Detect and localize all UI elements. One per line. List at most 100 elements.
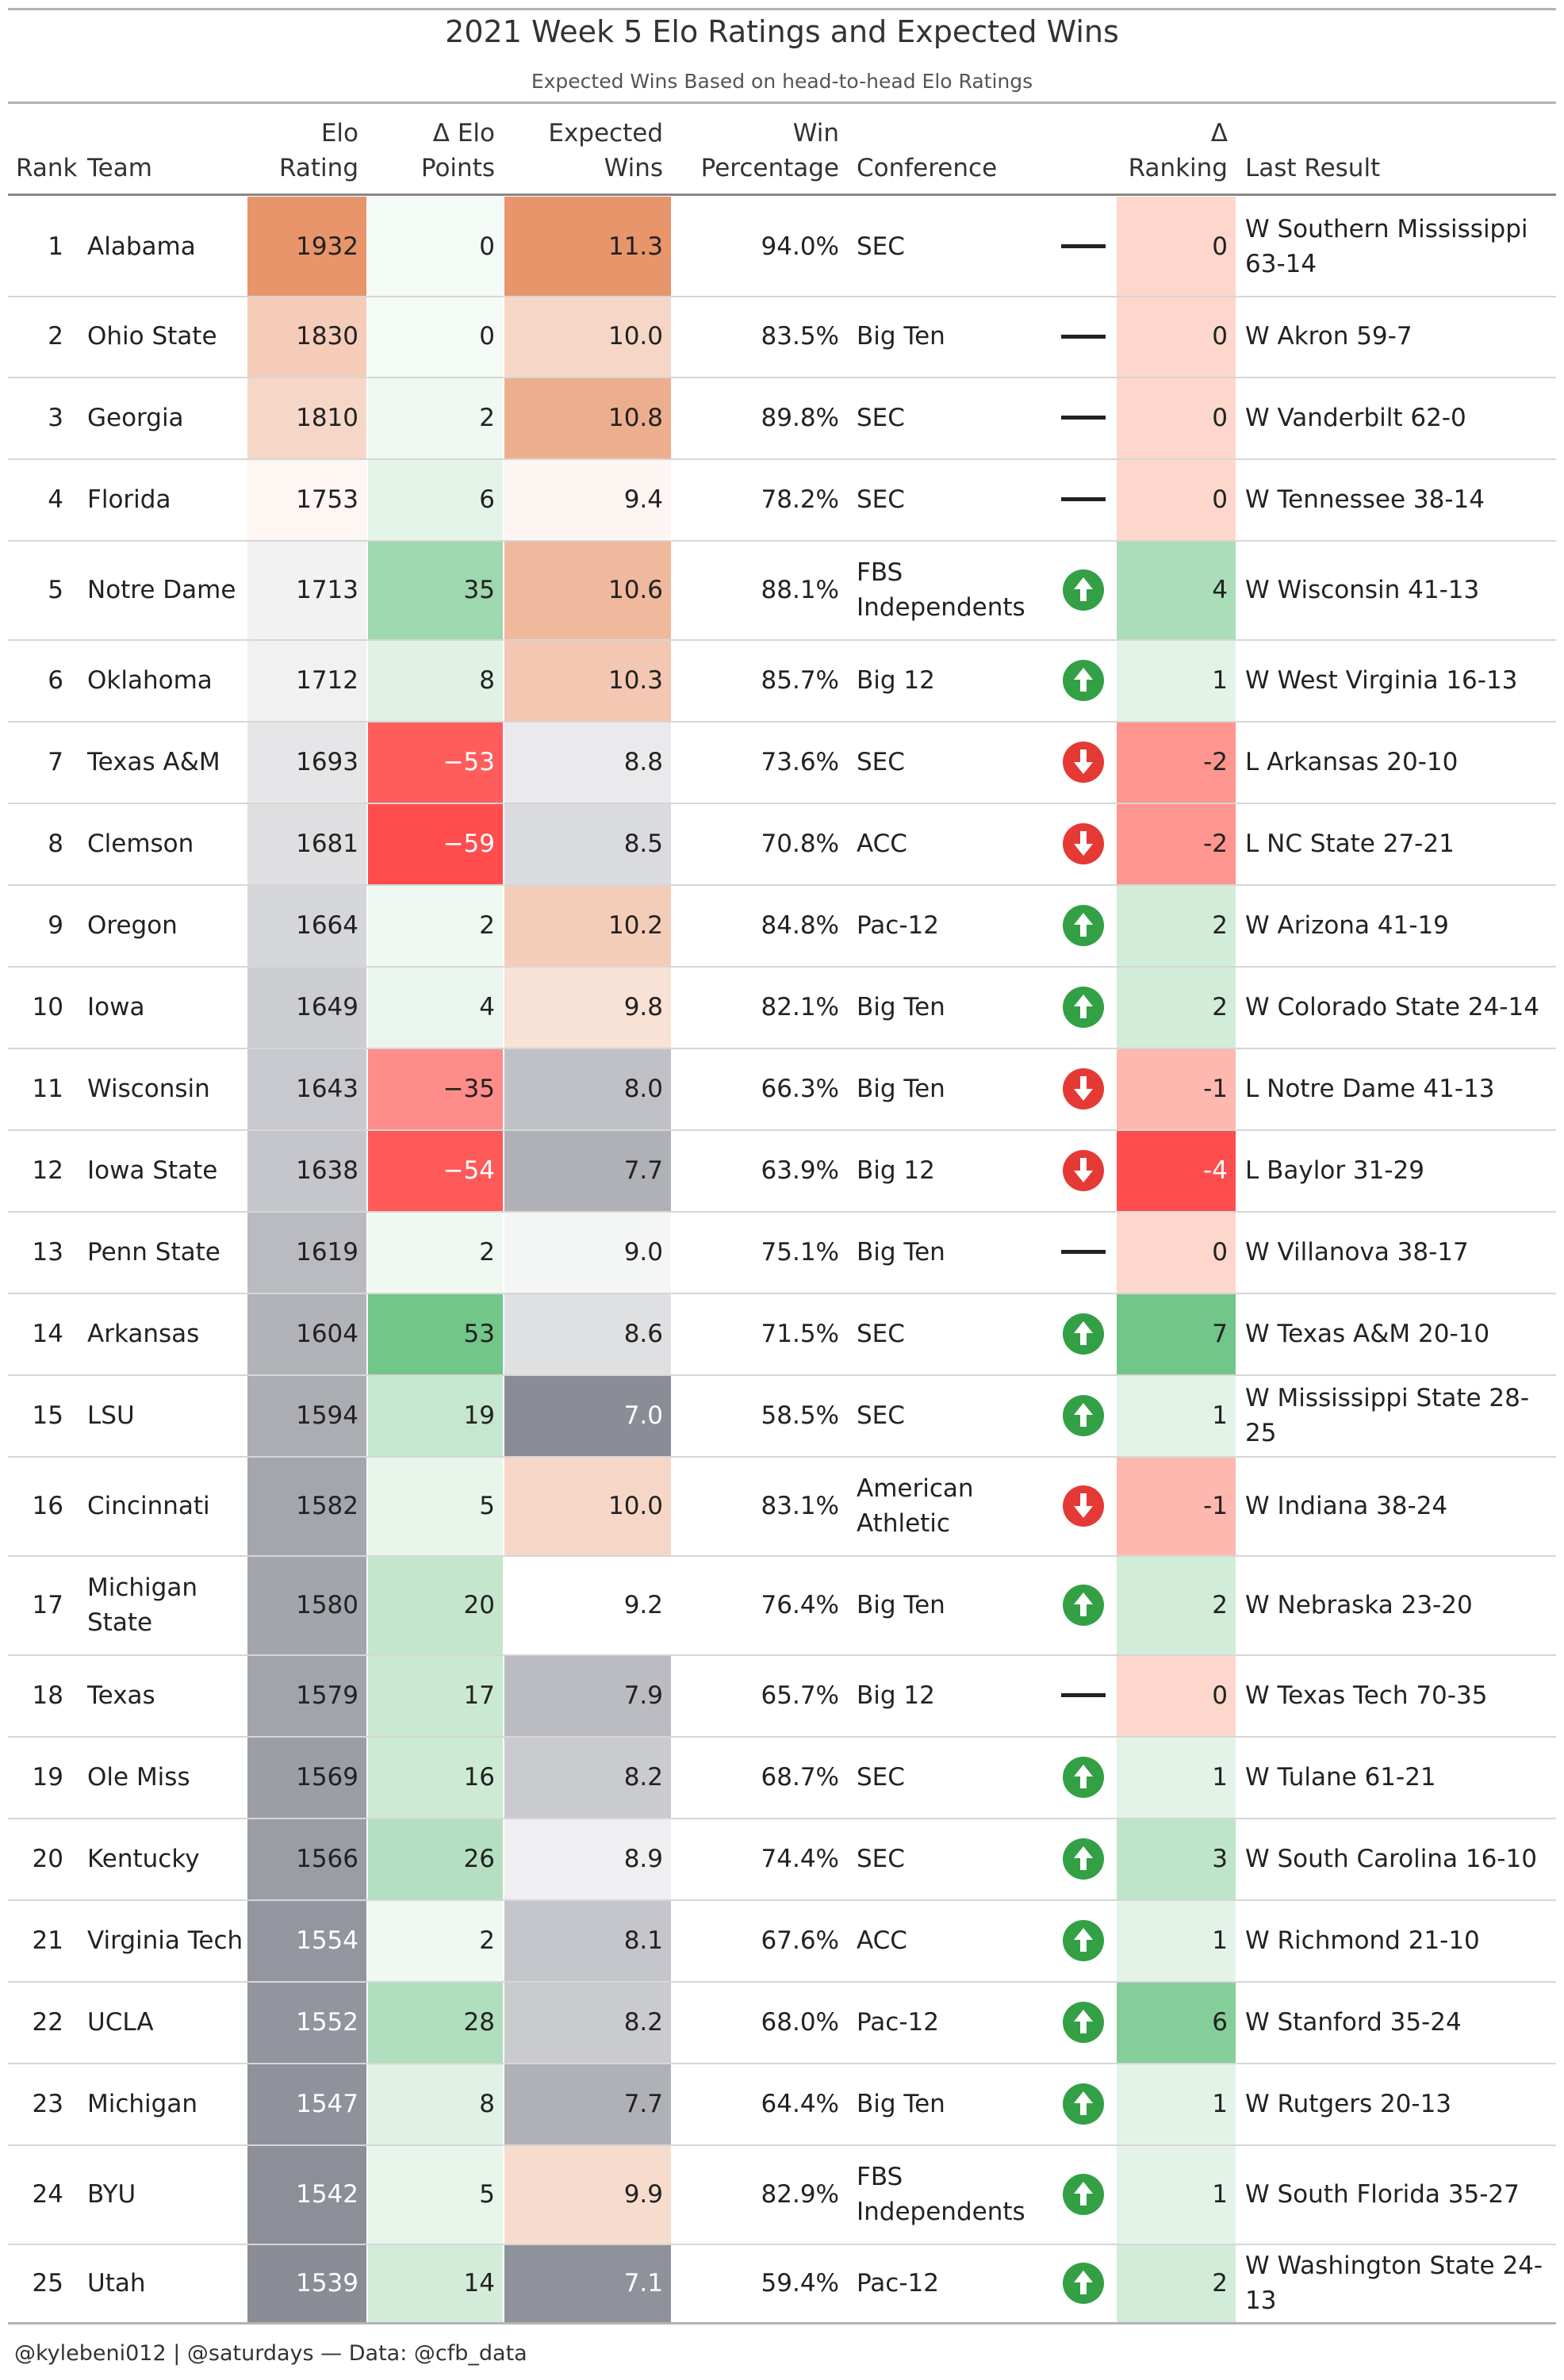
- arrow-up-icon: [1063, 1919, 1104, 1961]
- delta-ranking-value: 1: [1212, 2179, 1228, 2209]
- direction-cell: [1052, 197, 1115, 296]
- win-percentage-value: 70.8%: [761, 829, 839, 858]
- delta-elo-value: 2: [479, 1926, 495, 1955]
- win-percentage-cell: 63.9%: [673, 1129, 847, 1211]
- delta-elo-value: 53: [463, 1319, 495, 1348]
- last-result-text: W South Florida 35-27: [1245, 2179, 1520, 2209]
- team-cell: Georgia: [87, 377, 246, 458]
- expected-wins-value: 11.3: [608, 232, 663, 261]
- last-result-text: W Washington State 24-13: [1245, 2251, 1543, 2315]
- row-divider: [8, 1211, 1556, 1213]
- last-result-cell: W Texas Tech 70-35: [1245, 1654, 1562, 1736]
- delta-ranking-value: 0: [1212, 1681, 1228, 1710]
- elo-rating-cell: 1552: [247, 1981, 366, 2063]
- delta-elo-cell: 28: [368, 1981, 503, 2063]
- top-rule: [8, 8, 1556, 10]
- elo-rating-cell: 1712: [247, 639, 366, 721]
- row-divider: [8, 377, 1556, 378]
- direction-cell: [1052, 1048, 1115, 1129]
- expected-wins-value: 10.6: [608, 575, 663, 604]
- delta-ranking-cell: 1: [1117, 2144, 1236, 2244]
- delta-ranking-cell: 2: [1117, 966, 1236, 1048]
- table-row: 12 Iowa State 1638 −54 7.7 63.9% Big 12 -4 L Bay…: [0, 1129, 1564, 1211]
- row-divider: [8, 884, 1556, 886]
- elo-rating-value: 1554: [296, 1926, 358, 1955]
- conference-cell: SEC: [857, 1293, 1055, 1374]
- footer-credits: @kylebeni012 | @saturdays — Data: @cfb_d…: [14, 2341, 527, 2366]
- conference-cell: Pac-12: [857, 2244, 1055, 2322]
- win-percentage-cell: 78.2%: [673, 458, 847, 540]
- win-percentage-value: 63.9%: [761, 1156, 839, 1185]
- expected-wins-cell: 10.8: [504, 377, 671, 458]
- last-result-cell: W Arizona 41-19: [1245, 884, 1562, 966]
- win-percentage-cell: 64.4%: [673, 2063, 847, 2144]
- delta-ranking-value: 0: [1212, 485, 1228, 514]
- elo-rating-value: 1547: [296, 2089, 358, 2118]
- dash-icon: [1061, 244, 1106, 248]
- delta-elo-cell: 19: [368, 1374, 503, 1456]
- last-result-cell: W South Florida 35-27: [1245, 2144, 1562, 2244]
- rank-value: 4: [48, 485, 63, 514]
- conference-name: Pac-12: [857, 2007, 939, 2037]
- elo-rating-value: 1582: [296, 1491, 358, 1520]
- rank-cell: 9: [8, 884, 71, 966]
- conference-name: Big 12: [857, 1156, 935, 1185]
- delta-ranking-cell: -4: [1117, 1129, 1236, 1211]
- rank-value: 12: [32, 1156, 63, 1185]
- conference-name: Big Ten: [857, 1074, 945, 1103]
- rank-cell: 10: [8, 966, 71, 1048]
- elo-rating-cell: 1932: [247, 197, 366, 296]
- rank-cell: 13: [8, 1211, 71, 1293]
- last-result-cell: W Washington State 24-13: [1245, 2244, 1562, 2322]
- win-percentage-value: 75.1%: [761, 1237, 839, 1267]
- elo-rating-cell: 1542: [247, 2144, 366, 2244]
- team-name: BYU: [87, 2179, 136, 2209]
- elo-rating-value: 1542: [296, 2179, 358, 2209]
- expected-wins-value: 10.2: [608, 910, 663, 940]
- delta-ranking-cell: 3: [1117, 1818, 1236, 1899]
- rank-cell: 6: [8, 639, 71, 721]
- delta-ranking-value: 0: [1212, 322, 1228, 351]
- table-row: 11 Wisconsin 1643 −35 8.0 66.3% Big Ten -1 L Not…: [0, 1048, 1564, 1129]
- delta-ranking-value: 7: [1212, 1319, 1228, 1348]
- elo-rating-cell: 1547: [247, 2063, 366, 2144]
- row-divider: [8, 1654, 1556, 1656]
- last-result-cell: W Rutgers 20-13: [1245, 2063, 1562, 2144]
- expected-wins-value: 9.2: [623, 1590, 663, 1619]
- elo-rating-cell: 1664: [247, 884, 366, 966]
- delta-ranking-cell: 1: [1117, 1736, 1236, 1818]
- rank-value: 5: [48, 575, 63, 604]
- elo-rating-value: 1539: [296, 2268, 358, 2298]
- row-divider: [8, 1818, 1556, 1819]
- elo-rating-value: 1830: [296, 322, 358, 351]
- team-cell: Virginia Tech: [87, 1899, 246, 1981]
- team-name: Arkansas: [87, 1319, 200, 1348]
- elo-rating-cell: 1643: [247, 1048, 366, 1129]
- last-result-text: W Indiana 38-24: [1245, 1491, 1448, 1520]
- conference-cell: FBS Independents: [857, 540, 1055, 639]
- rank-value: 6: [48, 665, 63, 695]
- last-result-text: L Baylor 31-29: [1245, 1156, 1424, 1185]
- delta-ranking-value: -1: [1203, 1491, 1228, 1520]
- team-name: Florida: [87, 485, 171, 514]
- team-cell: Utah: [87, 2244, 246, 2322]
- win-percentage-cell: 71.5%: [673, 1293, 847, 1374]
- team-name: Texas A&M: [87, 747, 220, 776]
- expected-wins-cell: 7.0: [504, 1374, 671, 1456]
- delta-ranking-value: -4: [1203, 1156, 1228, 1185]
- expected-wins-cell: 8.5: [504, 803, 671, 884]
- rank-cell: 17: [8, 1555, 71, 1654]
- delta-elo-value: 19: [463, 1401, 495, 1430]
- team-cell: Oklahoma: [87, 639, 246, 721]
- last-result-text: L Arkansas 20-10: [1245, 747, 1459, 776]
- rank-value: 18: [32, 1681, 63, 1710]
- conference-cell: Big Ten: [857, 1211, 1055, 1293]
- arrow-down-icon: [1063, 741, 1104, 783]
- last-result-cell: W Richmond 21-10: [1245, 1899, 1562, 1981]
- team-name: UCLA: [87, 2007, 154, 2037]
- expected-wins-cell: 8.8: [504, 721, 671, 803]
- win-percentage-cell: 83.1%: [673, 1456, 847, 1555]
- delta-elo-cell: 20: [368, 1555, 503, 1654]
- conference-cell: SEC: [857, 1818, 1055, 1899]
- conference-name: SEC: [857, 1319, 905, 1348]
